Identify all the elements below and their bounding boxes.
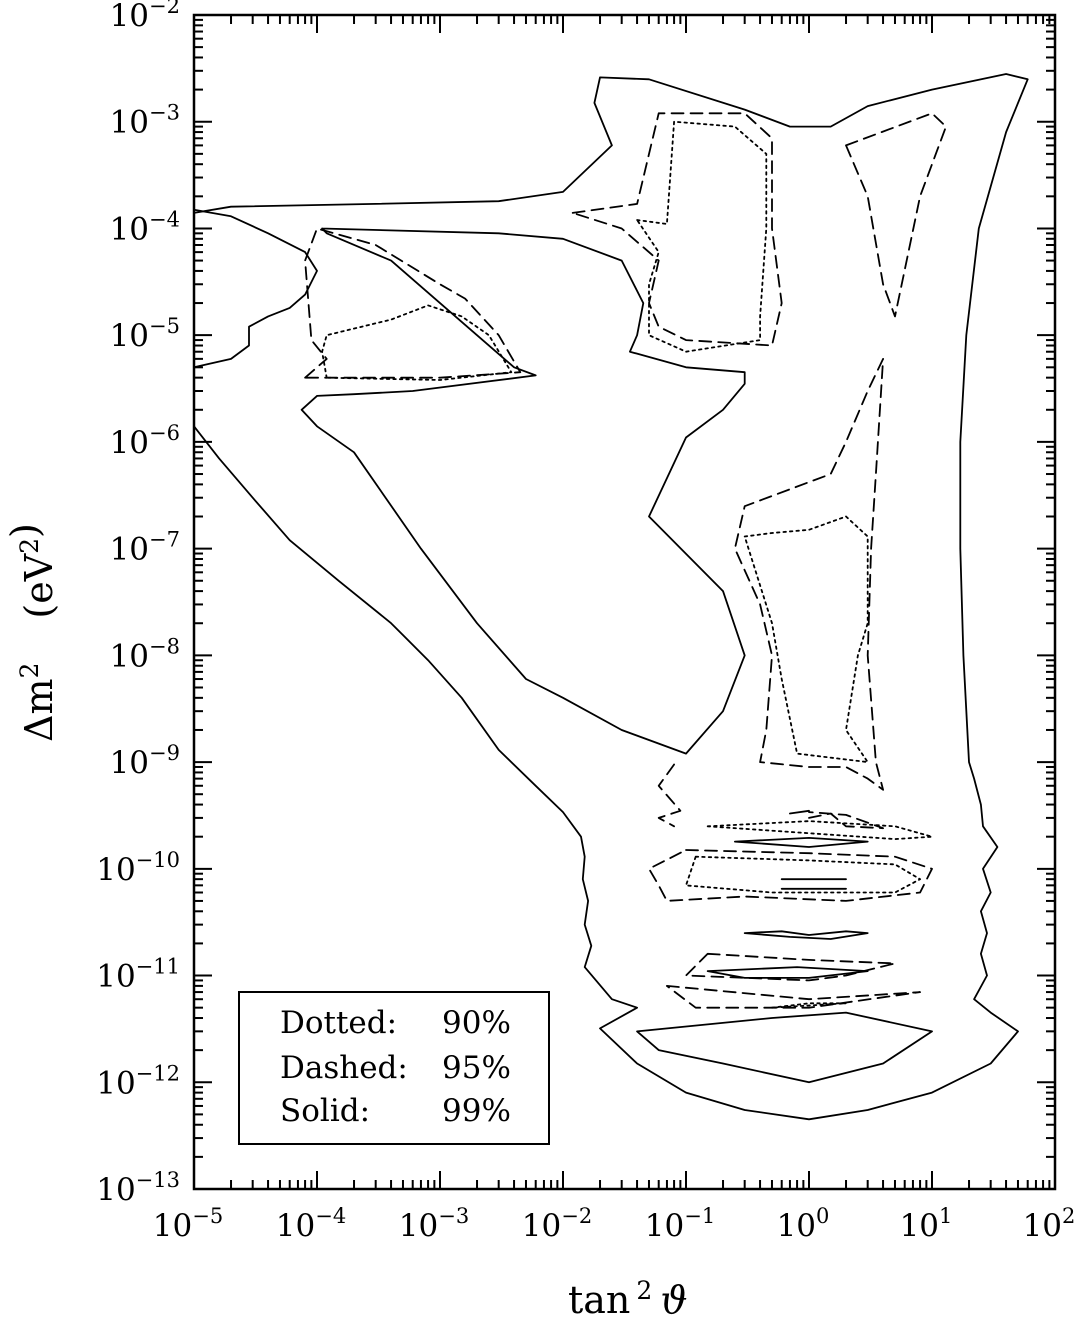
contour-group-solid bbox=[193, 73, 1029, 1121]
y-tick-label: 10−6 bbox=[110, 421, 180, 461]
y-tick-label: 10−8 bbox=[110, 634, 180, 674]
contour-line-dashed bbox=[845, 112, 947, 318]
contour-group-dotted bbox=[321, 120, 933, 1009]
y-tick-label: 10−5 bbox=[110, 314, 180, 354]
contour-line-dashed bbox=[734, 357, 884, 791]
x-tick-label: 10−4 bbox=[276, 1204, 346, 1244]
legend: Dotted: 90% Dashed: 95% Solid: 99% bbox=[238, 991, 550, 1145]
contour-line-solid bbox=[734, 837, 869, 848]
contour-line-solid bbox=[789, 809, 810, 815]
contour-layer bbox=[193, 73, 1029, 1121]
axis-ticks bbox=[193, 14, 1056, 1190]
contour-line-solid bbox=[743, 930, 869, 940]
legend-level-solid: 99% bbox=[442, 1093, 511, 1129]
x-tick-label: 10−5 bbox=[153, 1204, 223, 1244]
y-tick-label: 10−12 bbox=[96, 1061, 180, 1101]
y-tick-label: 10−10 bbox=[96, 848, 180, 888]
contour-line-solid bbox=[300, 227, 746, 755]
contour-line-dashed bbox=[648, 849, 933, 902]
y-tick-label: 10−13 bbox=[96, 1168, 180, 1208]
y-tick-labels: 10−13 10−12 10−11 10−10 10−9 10−8 10−7 10−6 10−5… bbox=[96, 0, 180, 1208]
y-tick-label: 10−7 bbox=[110, 528, 180, 568]
x-tick-label: 10−3 bbox=[399, 1204, 469, 1244]
contour-line-dashed bbox=[304, 227, 522, 379]
x-tick-label: 100 bbox=[777, 1204, 830, 1244]
contour-line-solid bbox=[636, 1011, 933, 1084]
contour-line-dashed bbox=[666, 985, 921, 1009]
y-tick-label: 10−9 bbox=[110, 741, 180, 781]
legend-style-dashed: Dashed: bbox=[280, 1050, 408, 1086]
contour-line-dotted bbox=[771, 1002, 847, 1009]
contour-group-dashed bbox=[304, 112, 947, 1009]
contour-line-dashed bbox=[808, 811, 884, 830]
contour-line-dashed bbox=[571, 112, 783, 347]
contour-line-dotted bbox=[706, 820, 933, 840]
contour-line-dotted bbox=[636, 120, 768, 353]
contour-line-solid bbox=[193, 73, 1029, 1121]
contour-line-solid bbox=[193, 208, 318, 369]
contour-line-dotted bbox=[685, 855, 921, 894]
x-tick-labels: 10−5 10−4 10−3 10−2 10−1 100 101 102 bbox=[153, 1204, 1076, 1244]
x-axis-title: tan 2 ϑ bbox=[568, 1276, 687, 1320]
x-tick-label: 10−2 bbox=[522, 1204, 592, 1244]
plot-frame bbox=[192, 13, 1057, 1191]
contour-line-dotted bbox=[743, 515, 869, 763]
x-tick-label: 102 bbox=[1023, 1204, 1076, 1244]
x-tick-label: 101 bbox=[900, 1204, 953, 1244]
contour-line-dotted bbox=[321, 304, 513, 381]
legend-level-dotted: 90% bbox=[442, 1005, 511, 1041]
legend-style-solid: Solid: bbox=[280, 1093, 370, 1129]
contour-line-dashed bbox=[657, 763, 682, 828]
x-tick-label: 10−1 bbox=[645, 1204, 715, 1244]
legend-style-dotted: Dotted: bbox=[280, 1005, 397, 1041]
y-tick-label: 10−3 bbox=[110, 101, 180, 141]
contour-line-dashed bbox=[685, 952, 896, 982]
y-tick-label: 10−4 bbox=[110, 207, 180, 247]
y-axis-title: Δm2(eV2) bbox=[3, 523, 61, 742]
y-tick-label: 10−2 bbox=[110, 0, 180, 34]
legend-level-dashed: 95% bbox=[442, 1050, 511, 1086]
legend-box bbox=[238, 991, 550, 1145]
y-tick-label: 10−11 bbox=[96, 955, 180, 995]
